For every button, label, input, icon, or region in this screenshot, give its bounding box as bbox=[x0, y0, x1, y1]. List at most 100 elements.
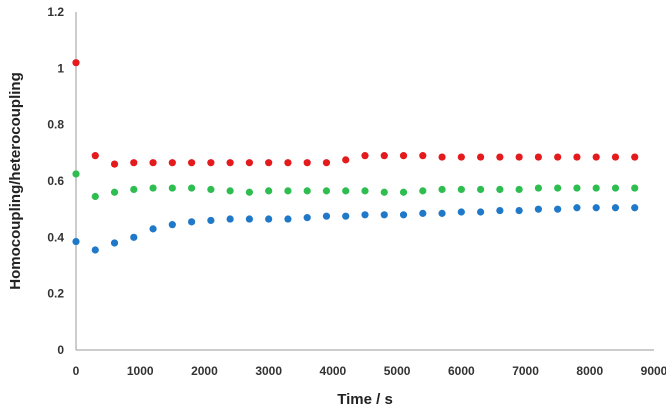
data-point bbox=[322, 212, 331, 220]
data-point bbox=[457, 208, 465, 216]
data-point bbox=[245, 215, 253, 223]
data-point bbox=[207, 216, 215, 225]
data-point bbox=[534, 184, 543, 192]
y-tick-label: 0.6 bbox=[47, 174, 64, 188]
series-3 bbox=[72, 204, 639, 254]
data-point bbox=[496, 206, 504, 215]
data-point bbox=[592, 153, 600, 161]
data-point bbox=[477, 153, 485, 161]
data-point bbox=[438, 185, 446, 194]
data-point bbox=[631, 184, 639, 192]
data-point bbox=[611, 153, 620, 161]
data-point bbox=[361, 152, 369, 160]
x-tick-label: 5000 bbox=[384, 364, 411, 378]
data-point bbox=[284, 215, 292, 223]
data-point bbox=[631, 153, 639, 161]
data-point bbox=[399, 188, 408, 196]
data-point bbox=[592, 204, 600, 212]
data-point bbox=[419, 152, 427, 160]
data-point bbox=[168, 221, 176, 229]
data-point bbox=[226, 187, 234, 195]
data-point bbox=[399, 211, 408, 219]
data-point bbox=[611, 184, 620, 192]
data-point bbox=[554, 205, 562, 213]
data-point bbox=[188, 218, 196, 226]
data-point bbox=[592, 184, 600, 192]
y-tick-label: 1 bbox=[57, 61, 64, 75]
data-point bbox=[322, 159, 331, 167]
series-2 bbox=[72, 170, 639, 201]
data-point bbox=[149, 184, 157, 192]
x-tick-label: 2000 bbox=[191, 364, 218, 378]
data-points bbox=[72, 59, 639, 254]
data-point bbox=[554, 153, 562, 161]
data-point bbox=[130, 233, 138, 241]
data-point bbox=[72, 170, 80, 178]
x-tick-label: 6000 bbox=[448, 364, 475, 378]
x-tick-labels: 0 1000 2000 3000 4000 5000 6000 7000 8000 9000 bbox=[73, 364, 666, 378]
data-point bbox=[265, 159, 273, 167]
data-point bbox=[477, 185, 485, 194]
data-point bbox=[207, 159, 215, 167]
data-point bbox=[168, 159, 176, 167]
data-point bbox=[110, 188, 119, 196]
data-point bbox=[207, 185, 215, 194]
data-point bbox=[361, 211, 369, 219]
data-point bbox=[573, 204, 581, 212]
y-tick-label: 0.4 bbox=[47, 230, 64, 244]
data-point bbox=[72, 59, 80, 67]
y-tick-label: 0.2 bbox=[47, 287, 64, 301]
data-point bbox=[457, 153, 465, 161]
y-tick-label: 0.8 bbox=[47, 118, 64, 132]
x-tick-label: 4000 bbox=[320, 364, 347, 378]
data-point bbox=[342, 187, 350, 195]
data-point bbox=[149, 159, 157, 167]
data-point bbox=[515, 185, 523, 194]
data-point bbox=[110, 239, 119, 247]
data-point bbox=[496, 153, 504, 161]
data-point bbox=[554, 184, 562, 192]
data-point bbox=[188, 184, 196, 192]
data-point bbox=[149, 225, 157, 233]
data-point bbox=[322, 187, 331, 195]
data-point bbox=[515, 153, 523, 161]
data-point bbox=[438, 153, 446, 161]
data-point bbox=[399, 152, 408, 160]
y-axis-title: Homocoupling/heterocoupling bbox=[7, 72, 24, 290]
data-point bbox=[91, 192, 99, 201]
data-point bbox=[226, 215, 234, 223]
data-point bbox=[342, 156, 350, 164]
x-tick-label: 3000 bbox=[255, 364, 282, 378]
data-point bbox=[130, 185, 138, 194]
data-point bbox=[226, 159, 234, 167]
axes bbox=[75, 12, 654, 351]
data-point bbox=[284, 187, 292, 195]
data-point bbox=[611, 204, 620, 212]
data-point bbox=[110, 160, 119, 168]
y-tick-label: 0 bbox=[57, 343, 64, 357]
data-point bbox=[265, 187, 273, 195]
x-axis-title: Time / s bbox=[337, 391, 393, 408]
data-point bbox=[245, 159, 253, 167]
data-point bbox=[573, 153, 581, 161]
data-point bbox=[419, 209, 427, 217]
data-point bbox=[168, 184, 176, 192]
data-point bbox=[573, 184, 581, 192]
data-point bbox=[361, 187, 369, 195]
x-tick-label: 1000 bbox=[127, 364, 154, 378]
data-point bbox=[303, 159, 311, 167]
data-point bbox=[284, 159, 292, 167]
data-point bbox=[303, 214, 311, 222]
data-point bbox=[130, 159, 138, 167]
data-point bbox=[534, 205, 543, 213]
data-point bbox=[380, 188, 388, 196]
data-point bbox=[496, 185, 504, 194]
y-tick-label: 1.2 bbox=[47, 5, 64, 19]
data-point bbox=[631, 204, 639, 212]
data-point bbox=[303, 187, 311, 195]
x-tick-label: 9000 bbox=[641, 364, 666, 378]
data-point bbox=[534, 153, 543, 161]
x-tick-label: 7000 bbox=[512, 364, 539, 378]
data-point bbox=[380, 152, 388, 160]
